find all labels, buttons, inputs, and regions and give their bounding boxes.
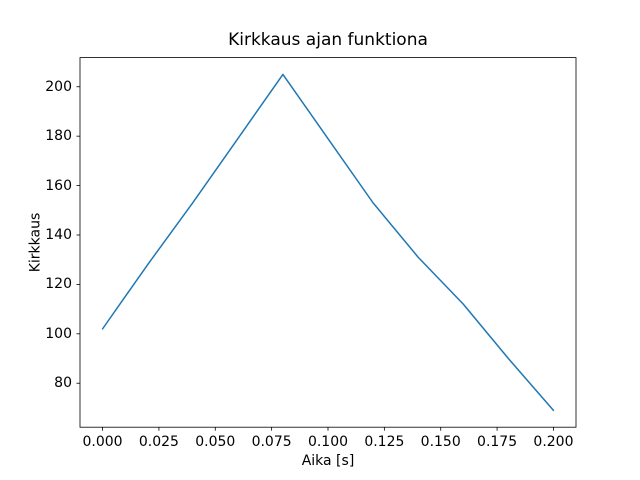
y-tick-label: 80 [54, 375, 72, 392]
x-tick-label: 0.150 [420, 433, 461, 450]
x-tick-label: 0.200 [533, 433, 574, 450]
x-tick-label: 0.100 [307, 433, 349, 450]
x-axis-label: Aika [s] [301, 453, 355, 469]
data-line-series [101, 73, 555, 412]
y-tick-label: 200 [45, 78, 72, 95]
x-tick-label: 0.075 [251, 433, 292, 450]
y-tick-label: 180 [45, 128, 72, 145]
x-tick-label: 0.000 [82, 433, 123, 450]
x-tick-label: 0.175 [477, 433, 518, 450]
x-tick-label: 0.050 [195, 433, 236, 450]
y-tick-label: 160 [45, 177, 72, 194]
x-tick-label: 0.125 [364, 433, 405, 450]
y-tick-label: 100 [45, 325, 72, 342]
y-tick-label: 140 [45, 226, 72, 243]
x-tick-label: 0.025 [138, 433, 179, 450]
chart-title: Kirkkaus ajan funktiona [228, 30, 428, 50]
axes-spines [79, 57, 577, 428]
y-tick-label: 120 [45, 276, 72, 293]
